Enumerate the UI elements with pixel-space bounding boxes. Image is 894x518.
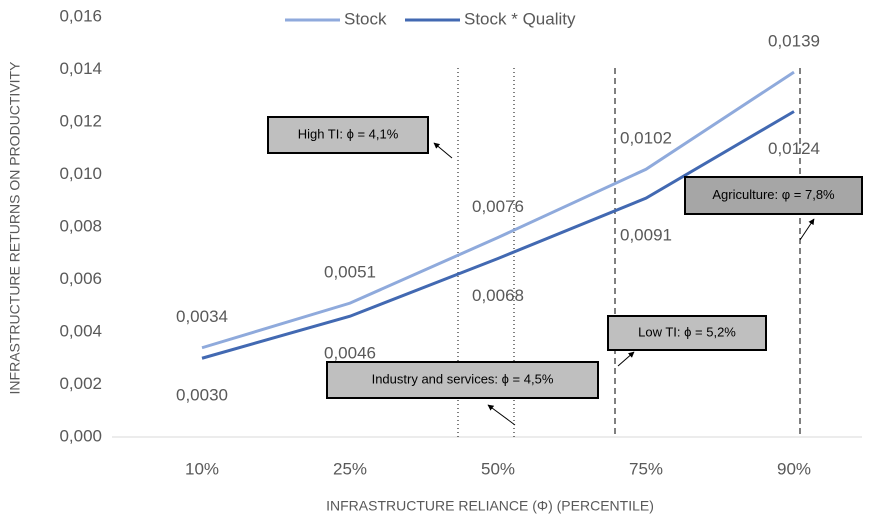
- x-tick-label: 25%: [333, 459, 367, 478]
- annotation-text: Low TI: ϕ = 5,2%: [638, 324, 736, 339]
- y-tick-label: 0,010: [59, 164, 102, 183]
- annotation-box: [607, 315, 767, 351]
- data-label: 0,0051: [324, 263, 376, 282]
- x-tick-label: 90%: [777, 459, 811, 478]
- legend-label: Stock: [344, 9, 387, 28]
- y-tick-label: 0,014: [59, 59, 102, 78]
- annotation-text: Agriculture: φ = 7,8%: [712, 187, 835, 202]
- data-label: 0,0068: [472, 286, 524, 305]
- annotation-box: [684, 176, 863, 215]
- y-tick-label: 0,000: [59, 426, 102, 445]
- annotation-text: Industry and services: ϕ = 4,5%: [372, 371, 554, 386]
- data-label: 0,0091: [620, 226, 672, 245]
- data-label: 0,0034: [176, 307, 228, 326]
- data-label: 0,0076: [472, 197, 524, 216]
- annotation-box: [326, 361, 599, 399]
- annotation-text: High TI: ϕ = 4,1%: [298, 126, 399, 141]
- annotation-arrow: [617, 351, 635, 367]
- y-tick-label: 0,004: [59, 321, 102, 340]
- data-label: 0,0046: [324, 344, 376, 363]
- annotation-arrow: [487, 404, 516, 426]
- data-label: 0,0030: [176, 386, 228, 405]
- y-tick-label: 0,016: [59, 6, 102, 25]
- x-tick-label: 50%: [481, 459, 515, 478]
- y-tick-label: 0,006: [59, 269, 102, 288]
- data-label: 0,0102: [620, 129, 672, 148]
- series-line: [201, 70, 795, 350]
- y-tick-label: 0,012: [59, 111, 102, 130]
- legend-label: Stock * Quality: [464, 9, 576, 28]
- series-line: [201, 110, 795, 360]
- data-label: 0,0139: [768, 32, 820, 51]
- y-tick-label: 0,002: [59, 374, 102, 393]
- annotation-arrow: [433, 142, 453, 159]
- y-axis-title: INFRASTRUCTURE RETURNS ON PRODUCTIVITY: [7, 61, 23, 395]
- annotation-arrow: [799, 218, 815, 241]
- x-tick-label: 75%: [629, 459, 663, 478]
- x-tick-label: 10%: [185, 459, 219, 478]
- annotation-box: [267, 116, 429, 154]
- y-tick-label: 0,008: [59, 216, 102, 235]
- data-label: 0,0124: [768, 139, 820, 158]
- x-axis-title: INFRASTRUCTURE RELIANCE (Φ) (PERCENTILE): [326, 498, 654, 514]
